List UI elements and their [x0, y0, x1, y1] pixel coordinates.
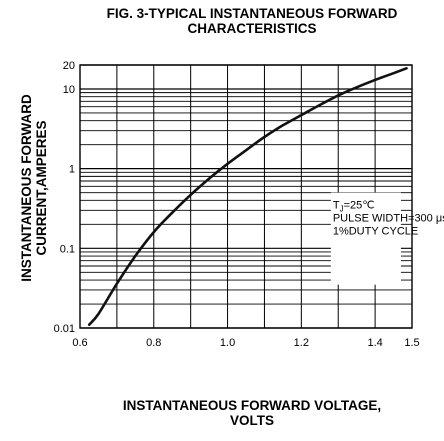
y-axis-label-line-2: CURRENT,AMPERES: [34, 120, 49, 255]
x-tick-label: 1.4: [367, 337, 382, 349]
forward-characteristic-curve: [87, 67, 408, 326]
x-axis-label-line-2: VOLTS: [229, 413, 274, 428]
chart-title-line-1: FIG. 3-TYPICAL INSTANTANEOUS FORWARD: [106, 6, 398, 21]
x-tick-label: 0.8: [146, 337, 161, 349]
x-axis-label-line-1: INSTANTANEOUS FORWARD VOLTAGE,: [122, 398, 382, 413]
annotation-line-2: PULSE WIDTH=300 μs: [333, 213, 444, 225]
plot-frame: [79, 64, 413, 329]
annotation-box: [330, 192, 401, 285]
annotation-line-3: 1%DUTY CYCLE: [333, 226, 418, 238]
y-axis-label: INSTANTANEOUS FORWARD CURRENT,AMPERES: [0, 0, 60, 441]
x-tick-label: 1.2: [294, 337, 309, 349]
x-axis-label: INSTANTANEOUS FORWARD VOLTAGE, VOLTS: [60, 398, 444, 428]
y-tick-label: 1: [69, 164, 75, 176]
y-tick-label: 10: [63, 84, 75, 96]
annotation-line-1: TJ=25℃: [333, 200, 375, 214]
y-tick-label: 20: [63, 60, 75, 72]
y-tick-label: 0.01: [54, 323, 75, 335]
y-tick-label: 0.1: [60, 243, 75, 255]
y-tick-labels: 0.01 0.1 1 10 20: [54, 60, 75, 335]
series: [87, 67, 408, 326]
x-tick-label: 0.6: [72, 337, 87, 349]
x-tick-label: 1.5: [404, 337, 419, 349]
y-axis-label-line-1: INSTANTANEOUS FORWARD: [19, 94, 34, 282]
annotation: TJ=25℃ PULSE WIDTH=300 μs 1%DUTY CYCLE: [333, 200, 444, 238]
chart-title: FIG. 3-TYPICAL INSTANTANEOUS FORWARD CHA…: [60, 6, 444, 36]
x-tick-labels: 0.6 0.8 1.0 1.2 1.4 1.5: [72, 337, 419, 349]
chart-title-line-2: CHARACTERISTICS: [187, 21, 317, 36]
x-tick-label: 1.0: [220, 337, 235, 349]
